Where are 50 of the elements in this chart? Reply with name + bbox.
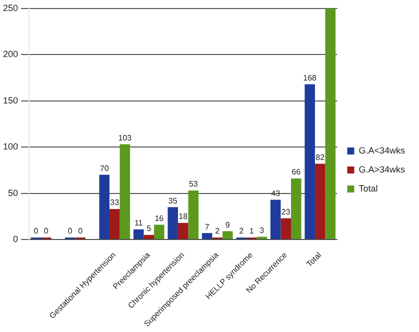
data-label: 33	[110, 198, 120, 208]
data-label: 7	[204, 222, 210, 232]
y-tick-label: 100	[2, 142, 18, 152]
bar	[154, 224, 164, 240]
data-label: 16	[154, 214, 164, 223]
data-label: 11	[134, 218, 144, 228]
data-label: 0	[78, 226, 84, 236]
bar	[325, 8, 336, 240]
data-label: 35	[168, 196, 178, 206]
bar	[144, 234, 154, 240]
data-label: 0	[34, 226, 39, 236]
legend-label: Total	[358, 183, 378, 194]
data-label: 53	[188, 180, 198, 189]
bar	[120, 144, 130, 240]
bar	[168, 207, 178, 240]
data-label: 9	[225, 220, 230, 230]
bar	[202, 233, 212, 240]
bar	[314, 164, 326, 240]
data-label: 2	[215, 226, 220, 236]
bar	[291, 178, 302, 240]
data-label: 3	[260, 226, 265, 235]
bar	[99, 174, 110, 240]
data-label: 1	[249, 226, 254, 236]
data-label: 5	[146, 224, 152, 234]
data-label: 82	[316, 152, 326, 162]
bar	[133, 229, 144, 240]
bar	[270, 200, 281, 240]
data-label: 0	[44, 226, 49, 236]
data-label: 70	[100, 164, 110, 174]
data-label: 23	[281, 207, 291, 216]
data-label: 18	[178, 212, 188, 222]
y-tick-label: 50	[8, 188, 18, 198]
data-label: 168	[303, 73, 318, 82]
legend-label: G.A>34wks	[358, 164, 406, 174]
data-label: 0	[68, 226, 73, 236]
data-label: 66	[292, 168, 302, 177]
bar	[188, 190, 199, 240]
bar	[256, 236, 268, 240]
bar	[280, 218, 291, 240]
data-label: 103	[118, 134, 132, 142]
data-label: 2	[239, 226, 244, 236]
legend-label: G.A<34wks	[358, 145, 406, 156]
bar	[109, 209, 120, 240]
y-tick-label: 200	[2, 49, 18, 60]
bar	[304, 84, 315, 240]
bar	[178, 222, 188, 240]
y-tick-label: 250	[2, 2, 18, 13]
bar	[222, 231, 233, 240]
y-tick-label: 0	[13, 234, 18, 244]
y-tick-label: 150	[2, 95, 18, 106]
